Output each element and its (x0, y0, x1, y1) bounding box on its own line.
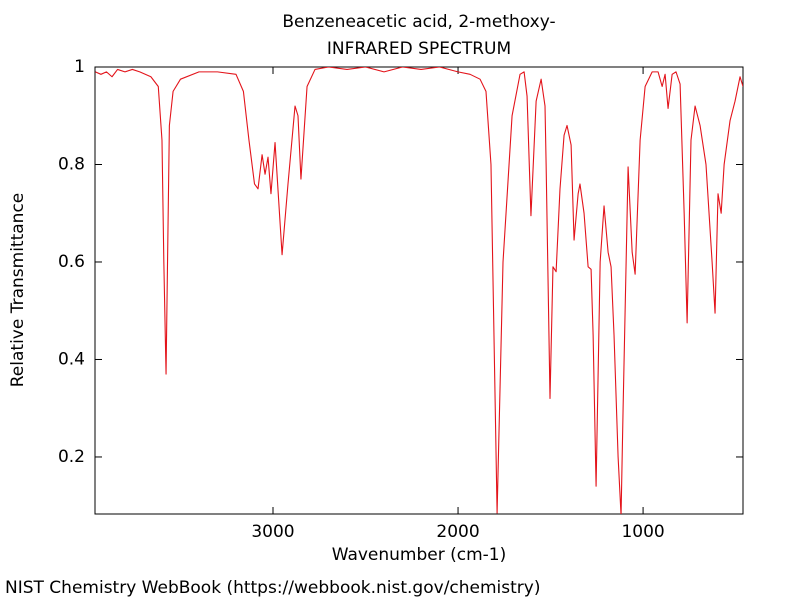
chart-subtitle: INFRARED SPECTRUM (327, 39, 511, 59)
y-axis-label: Relative Transmittance (8, 193, 28, 388)
x-tick-label: 2000 (436, 522, 479, 542)
x-axis-label: Wavenumber (cm-1) (332, 545, 507, 565)
y-tick-label: 0.2 (58, 447, 85, 467)
y-tick-label: 0.8 (58, 154, 85, 174)
spectrum-line (95, 67, 743, 514)
x-tick-label: 3000 (251, 522, 294, 542)
source-note: NIST Chemistry WebBook (https://webbook.… (5, 578, 540, 598)
chart-title: Benzeneacetic acid, 2-methoxy- (282, 12, 555, 32)
plot-frame (94, 66, 744, 515)
y-tick-label: 1 (74, 57, 85, 77)
y-tick-label: 0.6 (58, 252, 85, 272)
x-tick-label: 1000 (621, 522, 664, 542)
y-tick-label: 0.4 (58, 349, 85, 369)
